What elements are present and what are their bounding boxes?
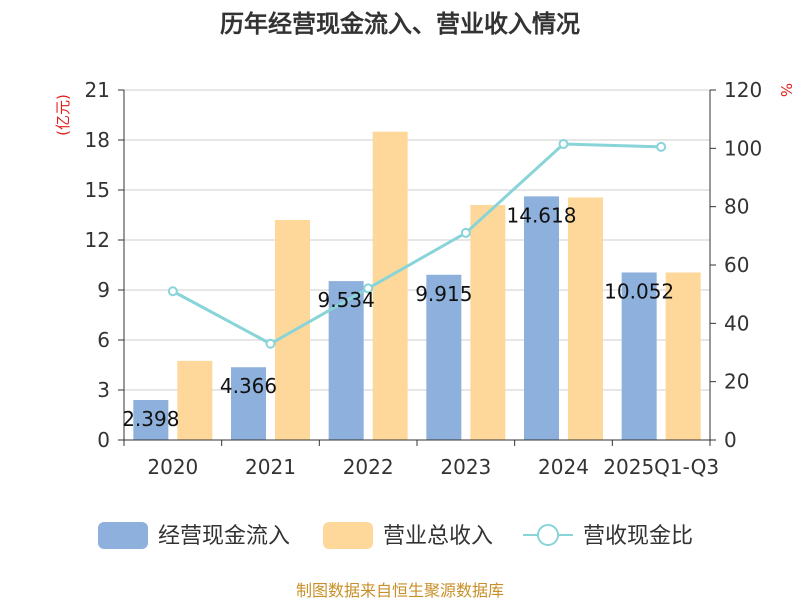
- bars: [133, 131, 701, 440]
- legend-swatch-revenue: [323, 522, 373, 549]
- gridlines: [124, 89, 710, 391]
- legend-label: 营业总收入: [383, 524, 493, 549]
- right-tick-label: 120: [724, 78, 762, 102]
- legend-label: 经营现金流入: [158, 524, 290, 549]
- right-axis-unit: %: [777, 83, 795, 97]
- data-label: 4.366: [220, 374, 277, 398]
- left-tick-label: 9: [97, 278, 110, 302]
- left-tick-label: 21: [85, 78, 110, 102]
- source-note: 制图数据来自恒生聚源数据库: [296, 581, 504, 600]
- data-label: 10.052: [604, 279, 674, 303]
- ratio-line: [167, 138, 667, 349]
- left-tick-label: 15: [85, 178, 110, 202]
- right-tick-label: 20: [724, 370, 749, 394]
- ratio-polyline: [172, 142, 662, 346]
- bar-cash-inflow: [426, 274, 462, 440]
- right-tick-label: 40: [724, 311, 749, 335]
- left-tick-label: 3: [97, 378, 110, 402]
- data-label: 9.534: [318, 288, 375, 312]
- bar-revenue: [568, 197, 603, 440]
- bar-revenue: [372, 131, 408, 440]
- right-tick-label: 80: [724, 195, 749, 219]
- bar-cash-inflow: [524, 196, 559, 440]
- data-label: 9.915: [415, 282, 472, 306]
- x-tick-label: 2024: [538, 455, 589, 479]
- ratio-point: [363, 283, 374, 294]
- x-tick-label: 2025Q1-Q3: [603, 455, 719, 479]
- x-tick-label: 2022: [343, 455, 394, 479]
- right-tick-label: 60: [724, 253, 749, 277]
- legend: 经营现金流入 营业总收入 营收现金比: [98, 522, 693, 549]
- x-tick-label: 2021: [245, 455, 296, 479]
- bar-cash-inflow: [231, 367, 266, 440]
- left-tick-label: 6: [97, 328, 110, 352]
- bar-cash-inflow: [621, 272, 657, 440]
- right-tick-label: 100: [724, 136, 762, 160]
- bar-revenue: [470, 205, 506, 440]
- left-tick-label: 12: [85, 228, 110, 252]
- ratio-point: [558, 138, 569, 149]
- ratio-point: [460, 227, 471, 238]
- left-tick-label: 18: [85, 128, 110, 152]
- x-tick-label: 2023: [440, 455, 491, 479]
- bar-cash-inflow: [133, 400, 169, 440]
- legend-label: 营收现金比: [583, 524, 693, 549]
- bar-revenue: [177, 360, 213, 440]
- chart-title: 历年经营现金流入、营业收入情况: [220, 10, 580, 38]
- legend-swatch-cash-inflow: [98, 522, 148, 549]
- ratio-point: [656, 141, 667, 152]
- legend-swatch-ratio-marker: [537, 524, 559, 546]
- x-tick-label: 2020: [147, 455, 198, 479]
- axes: 0 3 6 9 12 15 18 21 0 20 40 60 80 100 120 2020 2021 2022 2…: [85, 78, 763, 479]
- data-label: 2.398: [122, 407, 179, 431]
- left-axis-unit: (亿元): [54, 94, 72, 136]
- ratio-point: [265, 338, 276, 349]
- data-label: 14.618: [507, 203, 577, 227]
- bar-revenue: [665, 272, 701, 440]
- right-tick-label: 0: [724, 428, 737, 452]
- data-labels: 2.398 4.366 9.534 9.915 14.618 10.052: [122, 203, 674, 431]
- left-tick-label: 0: [97, 428, 110, 452]
- ratio-point: [167, 286, 178, 297]
